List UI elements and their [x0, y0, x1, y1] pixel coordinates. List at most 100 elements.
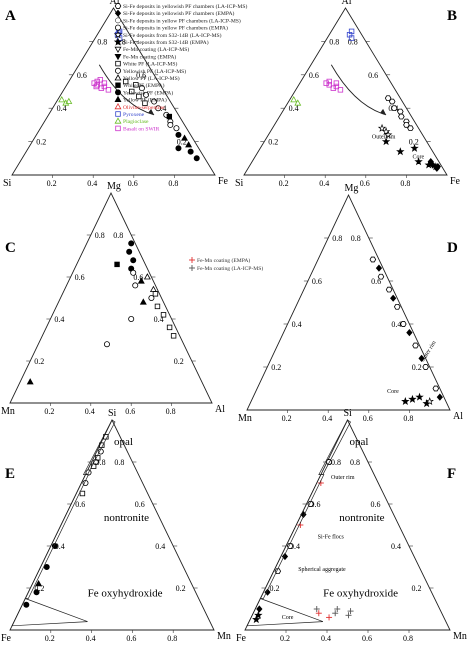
legend-marker [115, 82, 121, 88]
tick-label: 0.4 [154, 315, 164, 324]
tick-label: 0.6 [362, 634, 372, 643]
data-point [406, 328, 413, 337]
legend-marker [115, 111, 121, 117]
data-point [347, 608, 354, 615]
vertex-label-top: Mg [107, 181, 121, 192]
tick-label: 0.8 [167, 634, 177, 643]
data-point [181, 134, 189, 141]
data-point [167, 121, 174, 128]
legend-marker [113, 37, 123, 46]
data-point [130, 257, 137, 264]
tick-label: 0.6 [371, 500, 381, 509]
tick-label: 0.2 [268, 138, 278, 147]
tick-label: 0.2 [34, 584, 44, 593]
data-point [101, 83, 108, 90]
data-point [151, 98, 158, 105]
tick-label: 0.4 [292, 320, 302, 329]
vertex-label-right: Mn [217, 631, 231, 642]
data-point [334, 606, 341, 612]
data-point [377, 273, 385, 280]
vertex-label-right: Al [453, 411, 463, 422]
annotation-outer-rim: Outer rim [372, 134, 396, 140]
data-point [149, 285, 157, 293]
triangle-frame [243, 7, 448, 176]
label-opal: opal [114, 436, 133, 448]
legend-marker [114, 46, 122, 54]
tick-label: 0.6 [371, 277, 381, 286]
data-point [390, 294, 397, 302]
vertex-label-left: Si [3, 178, 12, 189]
data-point [133, 82, 139, 88]
data-point [313, 606, 320, 612]
tick-label: 0.4 [391, 320, 401, 329]
tick-label: 0.8 [95, 231, 105, 240]
vertex-label-left: Mn [1, 406, 15, 417]
tick-label: 0.8 [114, 458, 124, 467]
data-point [385, 286, 393, 293]
tick-label: 0.2 [34, 357, 44, 366]
legend-marker [114, 117, 122, 124]
data-point [326, 82, 332, 88]
annotation-core: Core [282, 615, 294, 621]
tick-label: 0.6 [126, 634, 136, 643]
label-opal: opal [350, 436, 369, 448]
data-point [433, 164, 440, 172]
legend-marker [113, 30, 123, 39]
data-point [427, 158, 434, 166]
panel-letter: F [447, 466, 456, 482]
tick-label: 0.8 [96, 458, 106, 467]
data-point [142, 91, 149, 98]
data-point [90, 463, 97, 469]
data-point [315, 610, 322, 617]
triangle-frame [9, 191, 213, 404]
tick-label: 0.4 [155, 542, 165, 551]
data-point [175, 131, 182, 138]
tick-label: 0.2 [176, 584, 186, 593]
tick-label: 0.4 [322, 414, 332, 423]
data-point [407, 125, 414, 132]
triangle-frame [246, 193, 451, 411]
legend-label: Fe-Mn coating (LA-ICP-MS) [123, 46, 189, 53]
data-point [432, 385, 440, 392]
data-point [264, 588, 271, 596]
legend-marker [114, 74, 122, 81]
tick-label: 0.4 [87, 179, 97, 188]
data-point [79, 490, 86, 497]
tick-label: 0.8 [403, 634, 413, 643]
data-point [187, 148, 194, 155]
tick-label: 0.6 [75, 273, 85, 282]
data-point [375, 264, 383, 272]
data-point [170, 333, 177, 339]
tick-label: 0.6 [309, 71, 319, 80]
vertex-label-left: Fe [236, 633, 247, 644]
data-point [281, 552, 289, 561]
annotation-core: Core [387, 389, 399, 395]
tick-label: 0.4 [54, 315, 64, 324]
tick-label: 0.4 [55, 542, 65, 551]
tick-label: 0.6 [77, 71, 87, 80]
data-point [148, 294, 155, 301]
data-point [175, 145, 182, 152]
nontronite-field [259, 474, 325, 599]
tick-label: 0.4 [156, 104, 166, 113]
data-point [418, 354, 425, 363]
triangle-frame [11, 7, 216, 176]
data-point [396, 147, 405, 156]
data-point [122, 78, 129, 85]
legend-marker [114, 95, 122, 102]
data-point [139, 298, 147, 305]
tick-label: 0.8 [113, 231, 123, 240]
data-point [345, 612, 352, 619]
tick-label: 0.8 [351, 234, 361, 243]
data-point [398, 113, 405, 120]
data-point [93, 83, 99, 90]
tick-label: 0.2 [45, 634, 55, 643]
data-point [422, 364, 429, 370]
legend-marker [115, 125, 121, 132]
vertex-label-top: Si [344, 408, 353, 419]
legend-label: White PF (LA-ICP-MS) [123, 61, 178, 68]
data-point [381, 137, 391, 146]
legend-marker [115, 17, 121, 24]
data-point [142, 100, 148, 106]
